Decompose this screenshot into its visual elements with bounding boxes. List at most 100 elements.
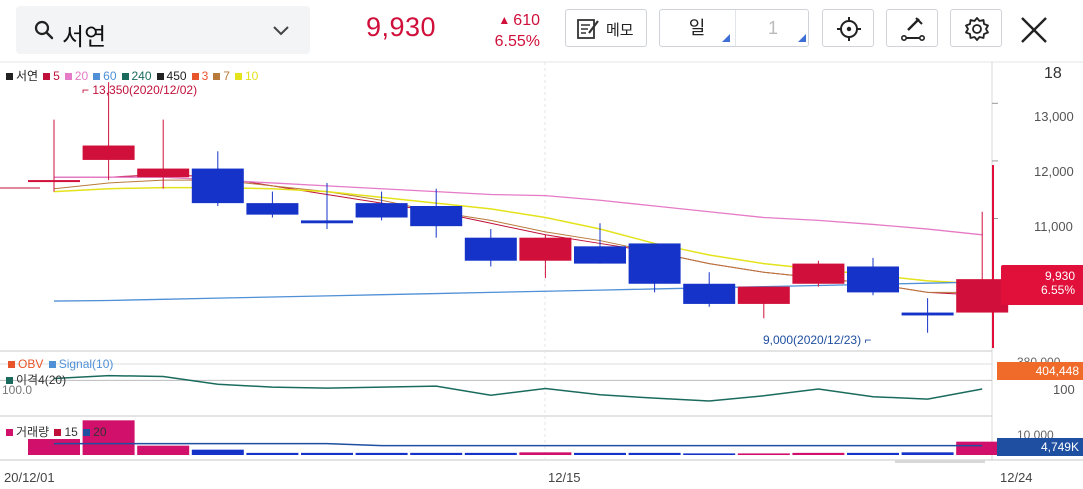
price-legend: 서연 5 20 60 240 450 3 7 10 (4, 67, 261, 84)
legend-swatch (156, 72, 164, 80)
candle-body (355, 203, 408, 218)
obv-legend-label: OBV (18, 357, 44, 371)
change-amount: 610 (513, 12, 540, 29)
candle-body (519, 237, 572, 261)
volume-bar (574, 452, 626, 455)
candle-body (847, 266, 899, 293)
legend-item-label: 7 (223, 69, 230, 83)
candle-body (301, 220, 353, 224)
high-annotation: ⌐ 13,350(2020/12/02) (82, 83, 198, 97)
x-axis-label: 12/15 (548, 470, 581, 485)
volume-legend-label: 거래량 (16, 425, 50, 439)
legend-swatch (8, 360, 15, 368)
candle-body (683, 283, 736, 304)
legend-item-label: 5 (53, 69, 60, 83)
volume-bar (519, 452, 572, 455)
period-value-input[interactable]: 1 (735, 10, 810, 46)
obv-tag: 404,448 (997, 362, 1083, 380)
volume-bar (737, 453, 790, 455)
candle-body (464, 237, 517, 261)
disparity-legend: 이격4(20) (4, 371, 66, 388)
stock-search-box[interactable]: 서연 (16, 6, 310, 54)
dropdown-corner-icon (798, 34, 806, 42)
legend-swatch (191, 72, 199, 80)
vol-ma2-label: 20 (93, 425, 107, 439)
legend-swatch (121, 72, 129, 80)
candle-body (137, 168, 190, 178)
legend-swatch (54, 428, 62, 436)
legend-item-label: 450 (166, 69, 187, 83)
volume-bar (355, 452, 408, 455)
legend-item-label: 20 (74, 69, 89, 83)
legend-swatch (6, 376, 13, 384)
period-selector: 일 1 (659, 9, 809, 47)
volume-bar (137, 445, 190, 455)
chevron-down-icon[interactable] (272, 24, 290, 42)
candle-body (82, 145, 135, 160)
candle-body (28, 180, 80, 183)
memo-button[interactable]: 메모 (565, 9, 647, 47)
price-tick: 12,000 (1034, 164, 1074, 179)
volume-ma-line (54, 442, 983, 447)
disparity-legend-label: 이격4(20) (16, 373, 67, 387)
legend-item-label: 240 (131, 69, 152, 83)
volume-bar (683, 453, 736, 455)
legend-item-label: 60 (103, 69, 117, 83)
disparity-tick: 100 (1053, 382, 1075, 397)
volume-bar (82, 420, 135, 455)
memo-label: 메모 (606, 22, 634, 39)
current-price: 9,930 (366, 12, 437, 42)
top-bar: 서연 9,930 ▲ 610 6.55% 메모 일 1 (0, 0, 1083, 62)
candle-body (574, 246, 626, 264)
crosshair-icon (837, 17, 861, 41)
close-icon (1021, 17, 1047, 43)
price-change: ▲ 610 6.55% (474, 10, 540, 52)
period-unit-select[interactable]: 일 (660, 10, 734, 46)
legend-item-label: 3 (201, 69, 209, 83)
candle-body (737, 286, 790, 304)
disparity-line (53, 374, 983, 402)
candle-body (191, 168, 244, 204)
settings-button[interactable] (950, 9, 1002, 47)
legend-swatch (83, 428, 91, 436)
candle-body (246, 203, 299, 215)
candle-body (901, 312, 954, 316)
legend-swatch (213, 72, 221, 80)
right-axis-top: 18 (1044, 65, 1062, 82)
volume-bar (410, 452, 463, 455)
price-tag-value: 9,930 (1044, 269, 1075, 283)
drawing-tool-button[interactable] (886, 9, 938, 47)
price-tag: 9,930 6.55% (1001, 265, 1083, 305)
price-tick: 11,000 (1034, 219, 1073, 234)
search-icon (34, 20, 54, 45)
volume-bar (792, 452, 845, 455)
ma-60-line (53, 281, 983, 302)
legend-swatch (93, 72, 101, 80)
legend-swatch (6, 72, 13, 80)
close-button[interactable] (1016, 12, 1052, 48)
volume-bar (628, 452, 681, 455)
volume-tag: 4,749K (997, 438, 1083, 456)
signal-legend-label: Signal(10) (58, 357, 114, 371)
volume-bar (901, 452, 954, 455)
volume-bar (191, 449, 244, 455)
up-triangle-icon: ▲ (498, 13, 511, 27)
x-axis-label: 12/24 (1000, 470, 1033, 485)
vol-ma1-label: 15 (64, 425, 78, 439)
volume-bar (464, 452, 517, 455)
dropdown-corner-icon (722, 34, 730, 42)
volume-legend: 거래량 15 20 (4, 423, 107, 440)
crosshair-button[interactable] (822, 9, 874, 47)
volume-bar (847, 452, 899, 455)
obv-legend: OBV Signal(10) (6, 357, 113, 371)
scroll-thumb (895, 460, 985, 463)
legend-swatch (6, 428, 13, 436)
change-percent: 6.55% (494, 33, 540, 50)
price-tag-percent: 6.55% (1040, 283, 1075, 297)
candle-body (410, 206, 463, 227)
legend-item-label: 10 (244, 69, 259, 83)
high-annotation-label: 13,350(2020/12/02) (92, 83, 198, 97)
low-annotation: 9,000(2020/12/23) ⌐ (763, 333, 872, 347)
pencil-icon (900, 17, 925, 41)
